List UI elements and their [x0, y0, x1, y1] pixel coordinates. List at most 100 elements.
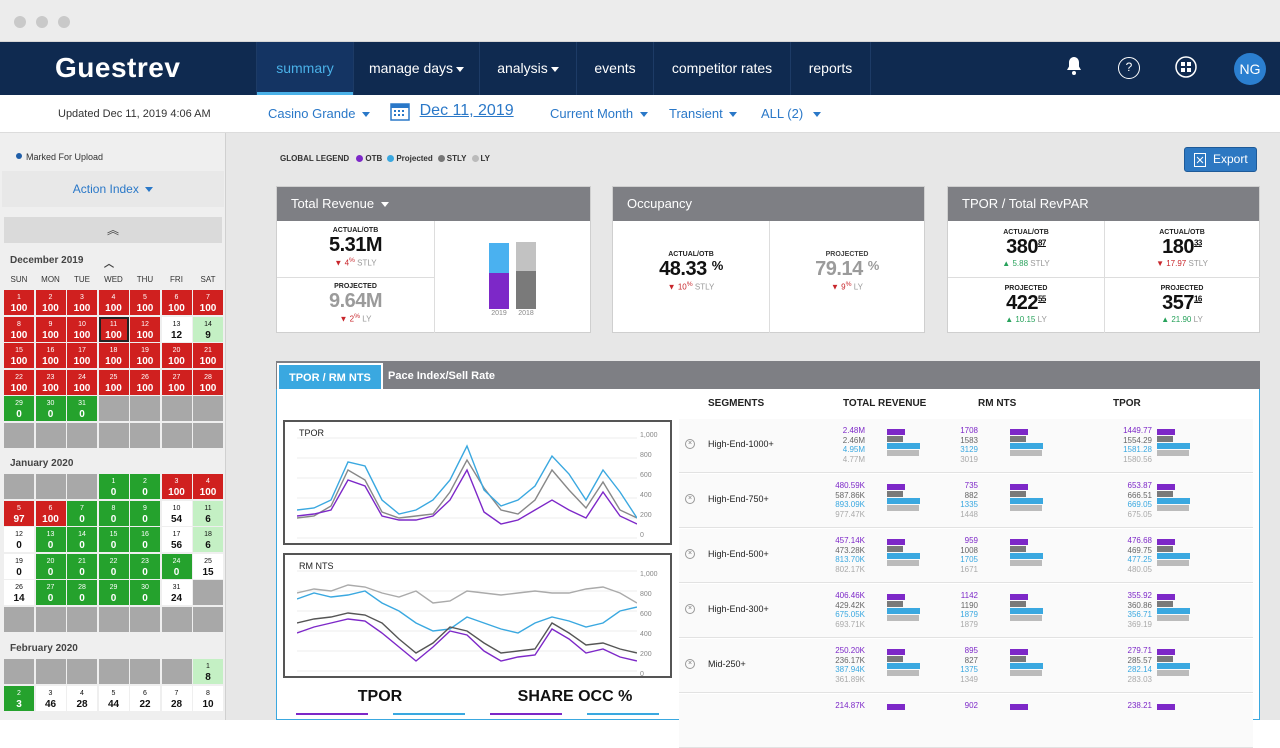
calendar-day[interactable]: 27 0	[35, 580, 66, 605]
remove-icon[interactable]: ×	[685, 494, 695, 504]
calendar-day[interactable]: 18 100	[98, 343, 129, 368]
calendar-day[interactable]: 20 100	[161, 343, 192, 368]
calendar-day[interactable]: 31 24	[161, 580, 192, 605]
nav-competitor-rates[interactable]: competitor rates	[653, 42, 790, 95]
calendar-day[interactable]: 17 100	[67, 343, 97, 368]
calendar-day[interactable]: 24 100	[67, 369, 97, 395]
calendar-day[interactable]: 11 100	[98, 316, 129, 342]
date-picker[interactable]: Dec 11, 2019	[390, 101, 514, 121]
calendar-day[interactable]: 21 0	[67, 553, 97, 579]
collapse-up-button[interactable]: ︽	[4, 217, 222, 243]
calendar-day[interactable]: 31 0	[67, 396, 97, 421]
calendar-day[interactable]: 26 14	[4, 580, 34, 605]
calendar-day[interactable]: 29 0	[98, 580, 129, 605]
calendar-day[interactable]: 22 100	[4, 369, 34, 395]
calendar-day[interactable]: 2 100	[35, 290, 66, 315]
window-close-dot[interactable]	[14, 16, 26, 28]
calendar-day[interactable]: 30 0	[35, 396, 66, 421]
calendar-day[interactable]: 27 100	[161, 369, 192, 395]
all-select[interactable]: ALL (2)	[761, 106, 822, 121]
calendar-day[interactable]: 15 100	[4, 343, 34, 368]
calendar-day[interactable]: 28 100	[193, 369, 223, 395]
calendar-day[interactable]: 3 100	[161, 474, 192, 499]
calendar-day[interactable]: 28 0	[67, 580, 97, 605]
remove-icon[interactable]: ×	[685, 549, 695, 559]
calendar-day[interactable]: 21 100	[193, 343, 223, 368]
segment-select[interactable]: Transient	[669, 106, 738, 121]
help-icon[interactable]: ?	[1118, 57, 1140, 79]
window-maximize-dot[interactable]	[58, 16, 70, 28]
nav-reports[interactable]: reports	[790, 42, 871, 95]
total-revenue-header[interactable]: Total Revenue	[277, 187, 590, 221]
tab-pace-index[interactable]: Pace Index/Sell Rate	[388, 370, 495, 382]
calendar-day[interactable]: 7 28	[161, 685, 192, 711]
col-header-rm-nts[interactable]: RM NTS	[978, 398, 1017, 409]
col-header-tpor[interactable]: TPOR	[1113, 398, 1141, 409]
calendar-day[interactable]: 25 15	[193, 553, 223, 579]
user-avatar[interactable]: NG	[1234, 53, 1266, 85]
calendar-day[interactable]: 5 44	[98, 685, 129, 711]
calendar-day[interactable]: 12 100	[130, 316, 160, 342]
calendar-day[interactable]: 17 56	[161, 527, 192, 552]
calendar-day[interactable]: 11 6	[193, 500, 223, 526]
calendar-day[interactable]: 23 100	[35, 369, 66, 395]
col-header-total-revenue[interactable]: TOTAL REVENUE	[843, 398, 927, 409]
remove-icon[interactable]: ×	[685, 604, 695, 614]
calendar-day[interactable]: 8 100	[4, 316, 34, 342]
calendar-day[interactable]: 23 0	[130, 553, 160, 579]
period-select[interactable]: Current Month	[550, 106, 648, 121]
calendar-day[interactable]: 19 100	[130, 343, 160, 368]
calendar-day[interactable]: 3 100	[67, 290, 97, 315]
calendar-day[interactable]: 16 0	[130, 527, 160, 552]
property-select[interactable]: Casino Grande	[268, 106, 371, 121]
calendar-day[interactable]: 3 46	[35, 685, 66, 711]
action-index-select[interactable]: Action Index	[2, 171, 224, 207]
calendar-day[interactable]: 22 0	[98, 553, 129, 579]
remove-icon[interactable]: ×	[685, 659, 695, 669]
calendar-day[interactable]: 30 0	[130, 580, 160, 605]
calendar-day[interactable]: 10 54	[161, 500, 192, 526]
window-minimize-dot[interactable]	[36, 16, 48, 28]
app-logo[interactable]: Guestrev	[55, 52, 181, 83]
col-header-segments[interactable]: SEGMENTS	[708, 398, 765, 409]
calendar-day[interactable]: 19 0	[4, 553, 34, 579]
calendar-day[interactable]: 9 100	[35, 316, 66, 342]
calendar-day[interactable]: 15 0	[98, 527, 129, 552]
nav-events[interactable]: events	[576, 42, 653, 95]
calendar-day[interactable]: 1 100	[4, 290, 34, 315]
calendar-day[interactable]: 20 0	[35, 553, 66, 579]
chevron-up-icon[interactable]: ︿	[104, 259, 114, 270]
calendar-day[interactable]: 14 0	[67, 527, 97, 552]
calendar-day[interactable]: 5 100	[130, 290, 160, 315]
nav-analysis[interactable]: analysis	[479, 42, 576, 95]
calendar-day[interactable]: 13 12	[161, 316, 192, 342]
export-button[interactable]: Export	[1184, 147, 1257, 172]
calendar-day[interactable]: 6 100	[35, 500, 66, 526]
calendar-day[interactable]: 10 100	[67, 316, 97, 342]
calendar-day[interactable]: 4 100	[193, 474, 223, 499]
tab-tpor-rmnts[interactable]: TPOR / RM NTS	[277, 363, 383, 389]
calendar-day[interactable]: 7 100	[193, 290, 223, 315]
apps-grid-icon[interactable]	[1174, 56, 1198, 80]
calendar-day[interactable]: 29 0	[4, 396, 34, 421]
calendar-day[interactable]: 6 22	[130, 685, 160, 711]
calendar-day[interactable]: 5 97	[4, 500, 34, 526]
calendar-day[interactable]: 12 0	[4, 527, 34, 552]
calendar-day[interactable]: 4 28	[67, 685, 97, 711]
nav-manage-days[interactable]: manage days	[353, 42, 479, 95]
calendar-day[interactable]: 16 100	[35, 343, 66, 368]
calendar-day[interactable]: 24 0	[161, 553, 192, 579]
nav-summary[interactable]: summary	[256, 42, 353, 95]
calendar-day[interactable]: 13 0	[35, 527, 66, 552]
calendar-day[interactable]: 8 10	[193, 685, 223, 711]
calendar-day[interactable]: 26 100	[130, 369, 160, 395]
remove-icon[interactable]: ×	[685, 439, 695, 449]
calendar-day[interactable]: 6 100	[161, 290, 192, 315]
